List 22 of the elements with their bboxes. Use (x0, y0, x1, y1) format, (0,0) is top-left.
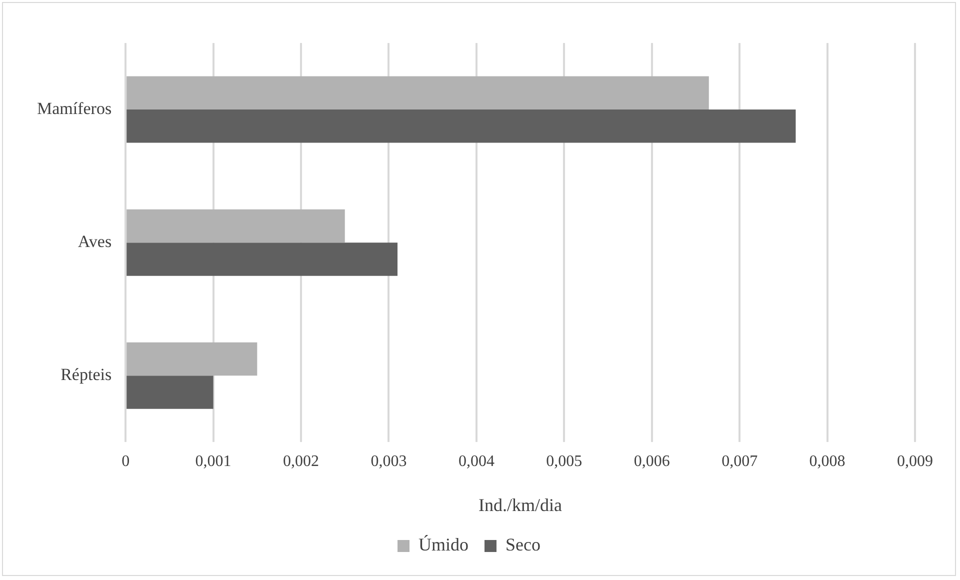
y-tick-label: Répteis (60, 365, 112, 384)
x-tick-label: 0,007 (722, 453, 758, 470)
x-tick-label: 0 (122, 453, 130, 470)
x-tick-label: 0,006 (634, 453, 670, 470)
bar (126, 110, 796, 143)
x-tick-label: 0,001 (195, 453, 232, 470)
bar (126, 242, 398, 276)
x-tick-label: 0,009 (897, 453, 933, 470)
x-axis-title: Ind./km/dia (478, 494, 562, 515)
bar (126, 342, 258, 376)
bar (126, 76, 709, 110)
x-tick-label: 0,008 (809, 453, 846, 470)
bar (126, 376, 214, 409)
legend-label: Seco (506, 534, 541, 555)
bar (126, 209, 345, 243)
x-tick-label: 0,004 (458, 453, 494, 470)
x-tick-label: 0,005 (546, 453, 582, 470)
y-tick-label: Mamíferos (36, 99, 112, 118)
x-tick-label: 0,003 (370, 453, 407, 470)
x-tick-label: 0,002 (283, 453, 320, 470)
legend-label: Úmido (418, 534, 469, 555)
y-tick-label: Aves (78, 232, 112, 252)
